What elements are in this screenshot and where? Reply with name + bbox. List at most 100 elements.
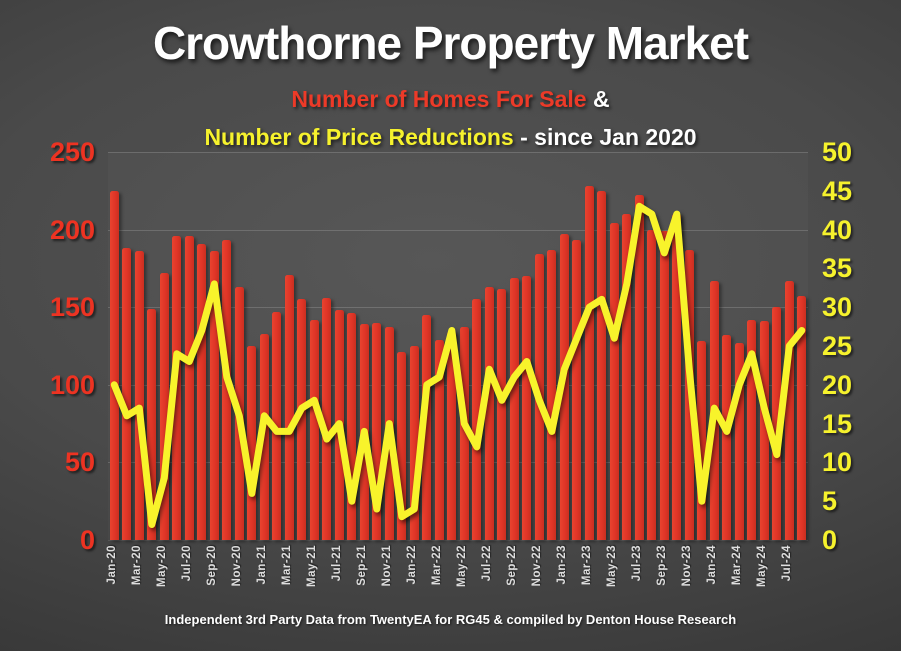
x-axis-tick-Mar-21: Mar-21 (281, 545, 294, 586)
x-axis-tick-Sep-23: Sep-23 (656, 545, 669, 586)
x-axis-tick-May-24: May-24 (756, 545, 769, 587)
bar-Sep-23 (659, 231, 669, 540)
bar-Mar-24 (734, 342, 744, 540)
x-axis-tick-Sep-21: Sep-21 (356, 545, 369, 586)
right-axis-tick-15: 15 (822, 408, 853, 439)
x-axis-tick-Jul-21: Jul-21 (331, 545, 344, 582)
x-axis-tick-Mar-24: Mar-24 (731, 545, 744, 586)
right-axis-tick-30: 30 (822, 292, 853, 323)
bar-Oct-22 (522, 276, 532, 540)
x-axis-tick-Sep-22: Sep-22 (506, 545, 519, 586)
bar-Jan-22 (409, 346, 419, 540)
right-axis-tick-35: 35 (822, 253, 853, 284)
x-axis-tick-Jul-24: Jul-24 (781, 545, 794, 582)
bar-Apr-22 (447, 332, 457, 540)
gridline-50 (108, 462, 808, 464)
price-reductions-polyline (110, 202, 806, 528)
right-axis-tick-50: 50 (822, 137, 853, 167)
bar-Aug-22 (497, 288, 507, 540)
bar-Jun-24 (772, 307, 782, 540)
x-axis-tick-Jan-20: Jan-20 (106, 545, 119, 585)
x-axis-tick-May-21: May-21 (306, 545, 319, 587)
footer-attribution: Independent 3rd Party Data from TwentyEA… (164, 612, 737, 627)
x-axis-tick-Nov-22: Nov-22 (531, 545, 544, 587)
bar-Dec-22 (547, 249, 557, 540)
bar-Aug-21 (347, 313, 357, 540)
x-axis-tick-Jul-23: Jul-23 (631, 545, 644, 582)
bar-Sep-20 (209, 251, 219, 540)
bar-Jul-22 (484, 287, 494, 540)
bar-Jun-22 (472, 299, 482, 540)
bar-Mar-21 (284, 274, 294, 540)
bar-Mar-23 (584, 186, 594, 540)
left-axis-tick-250: 250 (49, 137, 95, 167)
right-axis-tick-40: 40 (822, 214, 853, 245)
bar-Apr-23 (597, 190, 607, 540)
subtitle-reductions-label: Number of Price Reductions (204, 124, 514, 150)
bar-May-23 (609, 223, 619, 540)
plot-area (108, 152, 808, 541)
x-axis-tick-Jan-23: Jan-23 (556, 545, 569, 585)
chart-title: Crowthorne Property Market (152, 17, 749, 69)
x-axis-tick-Mar-22: Mar-22 (431, 545, 444, 586)
bar-Jun-21 (322, 297, 332, 540)
subtitle-reductions: Number of Price Reductions - since Jan 2… (0, 124, 901, 151)
bar-Feb-22 (422, 314, 432, 540)
x-axis-tick-Mar-20: Mar-20 (131, 545, 144, 586)
bar-Aug-24 (797, 296, 807, 540)
bar-Jan-20 (109, 190, 119, 540)
bar-Dec-21 (397, 352, 407, 540)
subtitle-since-label: - since Jan 2020 (513, 124, 697, 150)
right-axis-tick-45: 45 (822, 175, 853, 206)
bar-Apr-21 (297, 299, 307, 540)
x-axis-tick-May-22: May-22 (456, 545, 469, 587)
bar-Oct-21 (372, 322, 382, 540)
bar-Jun-23 (622, 214, 632, 540)
gridline-150 (108, 307, 808, 309)
bar-Dec-23 (697, 341, 707, 540)
price-reductions-line (110, 202, 806, 528)
bar-Jul-20 (184, 235, 194, 540)
bar-Sep-22 (509, 277, 519, 540)
left-axis-tick-150: 150 (49, 292, 95, 323)
bar-Aug-23 (647, 229, 657, 540)
x-axis-tick-Nov-20: Nov-20 (231, 545, 244, 587)
x-axis-tick-Mar-23: Mar-23 (581, 545, 594, 586)
subtitle-ampersand: & (586, 86, 610, 112)
bar-May-24 (759, 321, 769, 540)
x-axis-tick-Jan-24: Jan-24 (706, 545, 719, 585)
left-axis-tick-200: 200 (49, 214, 95, 245)
right-axis-tick-5: 5 (822, 486, 838, 517)
bar-Feb-24 (722, 335, 732, 540)
x-axis-tick-Sep-20: Sep-20 (206, 545, 219, 586)
x-axis-tick-May-23: May-23 (606, 545, 619, 587)
subtitle-homes: Number of Homes For Sale & (0, 86, 901, 113)
bar-Mar-22 (434, 339, 444, 540)
x-axis-tick-Jan-22: Jan-22 (406, 545, 419, 585)
bar-Dec-20 (247, 346, 257, 540)
bar-Mar-20 (134, 251, 144, 540)
x-axis-tick-Jul-20: Jul-20 (181, 545, 194, 582)
bar-Oct-23 (672, 214, 682, 540)
x-axis-tick-Nov-21: Nov-21 (381, 545, 394, 587)
bar-Jul-23 (634, 195, 644, 540)
left-axis-tick-100: 100 (49, 369, 95, 400)
bar-Apr-24 (747, 319, 757, 540)
left-axis-tick-50: 50 (64, 447, 95, 478)
x-axis-tick-Jul-22: Jul-22 (481, 545, 494, 582)
right-axis-tick-25: 25 (822, 331, 853, 361)
left-axis-tick-0: 0 (79, 525, 95, 555)
right-axis-tick-0: 0 (822, 525, 838, 555)
x-axis-tick-Nov-23: Nov-23 (681, 545, 694, 587)
x-axis-tick-Jan-21: Jan-21 (256, 545, 269, 585)
bar-May-20 (159, 273, 169, 540)
subtitle-homes-label: Number of Homes For Sale (291, 86, 587, 112)
right-axis-tick-20: 20 (822, 369, 853, 400)
gridline-250 (108, 152, 808, 153)
bar-Feb-23 (572, 240, 582, 540)
bar-May-21 (309, 319, 319, 540)
right-axis-tick-10: 10 (822, 447, 853, 478)
bar-Aug-20 (197, 243, 207, 540)
bar-Oct-20 (222, 240, 232, 540)
